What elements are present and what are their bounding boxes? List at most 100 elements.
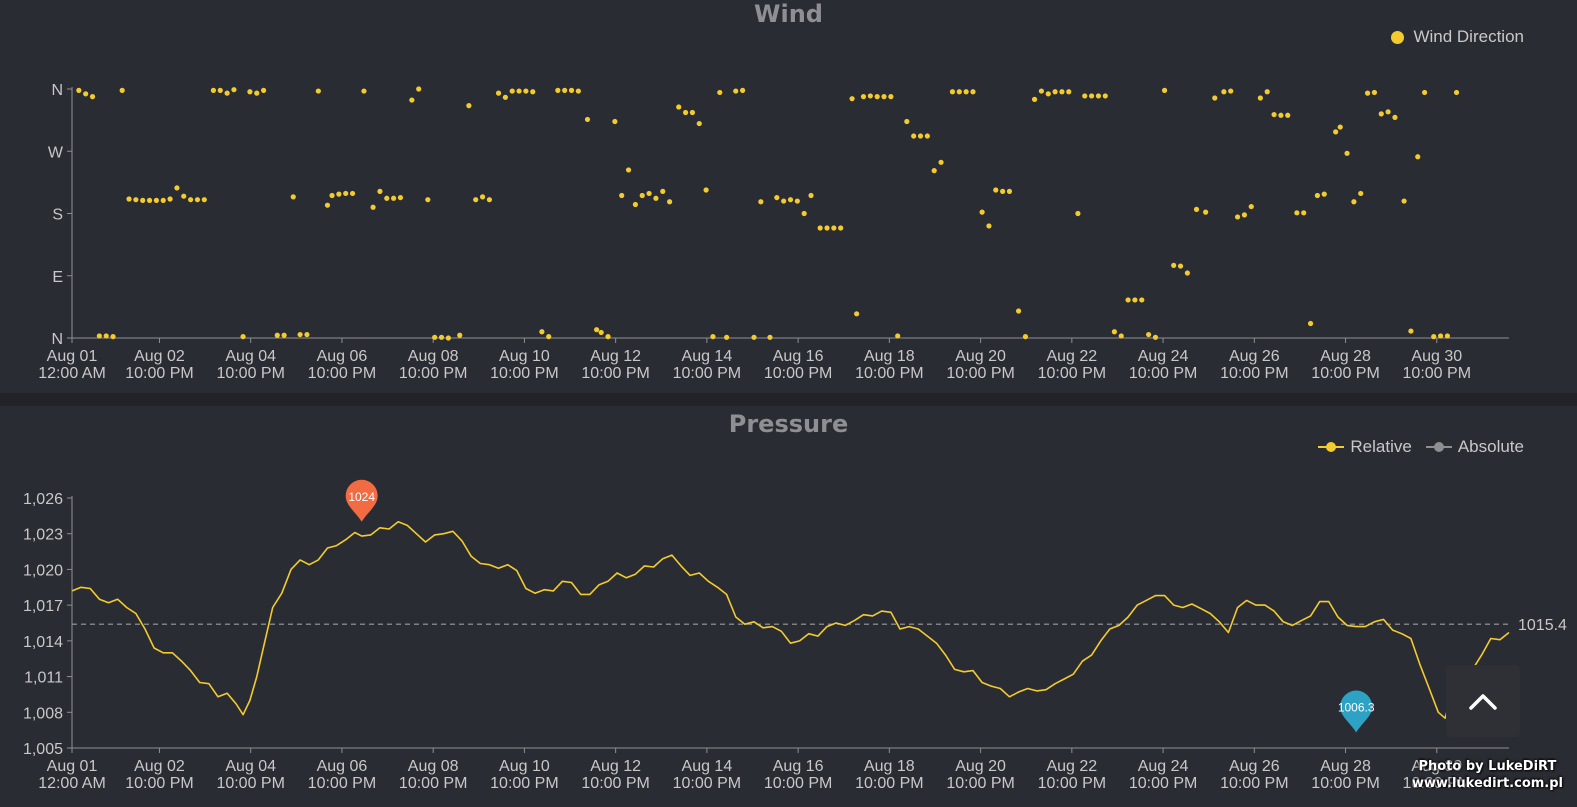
- wind-point: [466, 103, 472, 109]
- wind-point: [523, 88, 529, 94]
- wind-point: [83, 91, 89, 97]
- y-tick-label: S: [52, 207, 63, 224]
- wind-point: [625, 167, 632, 173]
- wind-point: [1351, 199, 1357, 205]
- legend-absolute[interactable]: Absolute: [1425, 437, 1524, 457]
- wind-chart-panel: Wind Wind Direction N E S W N Aug 01 12:00 AM A…: [0, 0, 1577, 393]
- wind-legend[interactable]: Wind Direction: [1391, 27, 1524, 47]
- wind-point: [605, 334, 611, 340]
- x-tick-label-date: Aug 24: [1138, 348, 1189, 365]
- wind-point: [231, 87, 237, 93]
- wind-point: [1431, 334, 1437, 340]
- wind-point: [1264, 89, 1270, 95]
- y-tick-label: W: [48, 144, 64, 161]
- wind-point: [370, 204, 376, 210]
- x-tick-label-time: 10:00 PM: [1311, 775, 1379, 792]
- wind-point: [181, 193, 187, 199]
- wind-point: [888, 94, 894, 100]
- x-tick-label-time: 10:00 PM: [581, 365, 649, 382]
- back-to-top-button[interactable]: [1446, 665, 1520, 737]
- legend-absolute-label: Absolute: [1457, 437, 1524, 456]
- wind-point: [1095, 93, 1102, 99]
- x-tick-label-date: Aug 10: [499, 348, 550, 365]
- wind-point: [1371, 89, 1378, 96]
- x-tick-label-time: 10:00 PM: [1038, 365, 1106, 382]
- wind-point: [336, 191, 342, 197]
- wind-point: [562, 87, 568, 93]
- wind-point: [261, 87, 267, 93]
- wind-point: [1161, 87, 1168, 93]
- wind-point: [724, 334, 730, 340]
- wind-point: [860, 94, 867, 100]
- wind-point: [384, 195, 390, 201]
- wind-point: [304, 331, 310, 338]
- wind-point: [854, 311, 860, 317]
- wind-point: [774, 194, 780, 201]
- wind-point: [1385, 109, 1391, 115]
- wind-point: [849, 96, 855, 102]
- wind-point: [377, 188, 383, 194]
- wind-point: [874, 94, 880, 100]
- wind-point: [717, 89, 723, 96]
- wind-point: [1248, 203, 1254, 210]
- wind-point: [425, 197, 431, 203]
- wind-point: [324, 202, 331, 208]
- wind-point: [224, 90, 230, 96]
- y-tick-label: 1,011: [24, 670, 63, 687]
- y-tick-label: 1,014: [23, 634, 63, 651]
- y-tick-label: N: [51, 82, 63, 99]
- wind-point: [126, 196, 132, 202]
- x-tick-label-date: Aug 26: [1229, 348, 1280, 365]
- max-marker-pin-shape: [345, 479, 378, 522]
- wind-point: [89, 94, 96, 100]
- wind-point: [1314, 192, 1320, 199]
- wind-point: [1171, 262, 1177, 268]
- wind-point: [133, 197, 139, 203]
- x-tick-label-time: 10:00 PM: [399, 365, 467, 382]
- x-tick-label-date: Aug 30: [1411, 348, 1462, 365]
- wind-point: [619, 192, 625, 199]
- wind-point: [1177, 263, 1184, 269]
- x-tick-label-date: Aug 20: [955, 758, 1006, 775]
- legend-relative[interactable]: Relative: [1318, 437, 1412, 457]
- wind-point: [457, 332, 463, 338]
- wind-point: [1132, 297, 1138, 303]
- wind-point: [1257, 95, 1263, 101]
- wind-point: [194, 197, 201, 203]
- x-tick-label-time: 10:00 PM: [1129, 775, 1197, 792]
- wind-point: [979, 209, 985, 215]
- wind-point: [917, 133, 924, 139]
- wind-point: [682, 109, 689, 116]
- x-tick-label-time: 10:00 PM: [216, 775, 284, 792]
- x-tick-label-date: Aug 01: [47, 758, 98, 775]
- wind-point: [1102, 93, 1108, 99]
- x-tick-label-date: Aug 16: [773, 758, 824, 775]
- wind-point: [646, 190, 652, 197]
- wind-point: [986, 223, 992, 229]
- min-marker-pin: 1006.3: [1338, 690, 1375, 733]
- wind-point: [1422, 89, 1428, 96]
- wind-point: [479, 194, 486, 200]
- wind-point: [495, 90, 502, 96]
- wind-point: [1221, 89, 1227, 95]
- wind-point: [931, 168, 937, 174]
- x-tick-label-time: 10:00 PM: [399, 775, 467, 792]
- y-tick-label: 1,023: [23, 527, 63, 544]
- x-tick-label-time: 10:00 PM: [216, 365, 284, 382]
- wind-point: [696, 120, 702, 127]
- wind-point: [1015, 308, 1022, 314]
- wind-chart-title: Wind: [754, 0, 823, 28]
- x-tick-label-time: 10:00 PM: [855, 775, 923, 792]
- wind-point: [110, 334, 116, 340]
- wind-point: [817, 225, 823, 231]
- wind-point: [993, 187, 999, 193]
- wind-point: [1271, 111, 1277, 118]
- wind-point: [1146, 331, 1152, 338]
- wind-point: [201, 197, 207, 203]
- x-tick-label-time: 10:00 PM: [125, 365, 193, 382]
- chevron-up-icon: [1469, 694, 1497, 710]
- x-tick-label-time: 10:00 PM: [1129, 365, 1197, 382]
- x-tick-label-date: Aug 06: [317, 348, 368, 365]
- wind-point: [1139, 297, 1145, 303]
- min-marker-pin-shape: [1340, 690, 1373, 733]
